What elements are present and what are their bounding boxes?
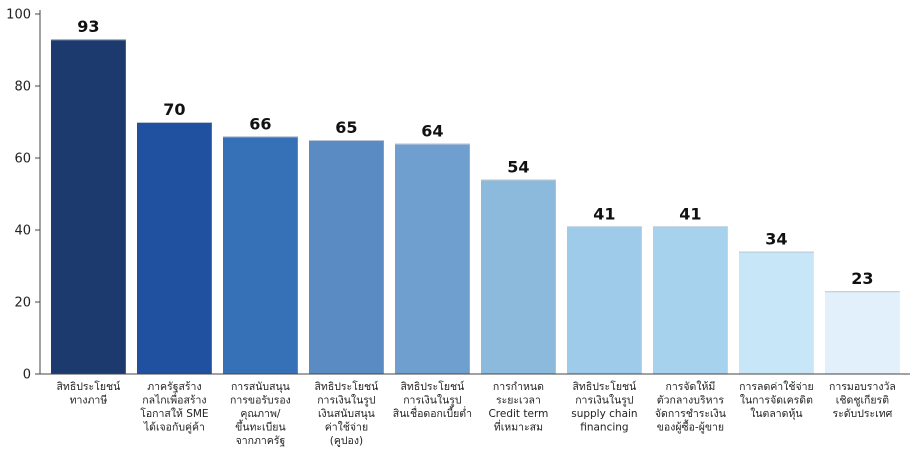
bar (51, 39, 126, 374)
y-axis: 0 20 40 60 80 100 (6, 8, 41, 383)
category-label: การมอบรางวัลเชิดชูเกียรติระดับประเทศ (829, 381, 896, 420)
data-label: 41 (679, 204, 701, 223)
category-label: การลดค่าใช้จ่ายในการจัดเครดิตในตลาดหุ้น (739, 380, 814, 420)
bar (223, 136, 298, 374)
category-label: การจัดให้มีตัวกลางบริหารจัดการชำระเงินขอ… (655, 380, 726, 434)
y-tick-label: 0 (23, 368, 31, 383)
category-label: สิทธิประโยชน์การเงินในรูป supply chain fin… (571, 380, 637, 434)
bar (567, 226, 642, 374)
data-label: 70 (163, 100, 185, 119)
category-label: การสนับสนุนการขอรับรองคุณภาพ/ขึ้นทะเบียน… (230, 381, 291, 447)
bar-series: 93 70 66 65 64 54 41 41 34 23 (51, 17, 900, 374)
category-label: ภาครัฐสร้างกลไกเพื่อสร้างโอกาสให้ SME ได้… (140, 381, 208, 434)
bar (481, 179, 556, 374)
y-tick-label: 100 (6, 8, 31, 23)
category-label: การกำหนดระยะเวลา Credit term ที่เหมาะสม (488, 381, 548, 434)
data-label: 64 (421, 122, 443, 141)
data-label: 41 (593, 204, 615, 223)
category-label: สิทธิประโยชน์การเงินในรูปเงินสนับสนุนค่า… (315, 380, 379, 447)
category-label: สิทธิประโยชน์ทางภาษี (57, 380, 121, 407)
y-tick-label: 60 (14, 152, 31, 167)
data-label: 23 (851, 269, 873, 288)
x-axis: สิทธิประโยชน์ทางภาษี ภาครัฐสร้างกลไกเพื่อ… (40, 373, 910, 447)
category-label: สิทธิประโยชน์การเงินในรูปสินเชื่อดอกเบี้… (393, 380, 472, 420)
bar (825, 291, 900, 374)
y-tick-label: 80 (14, 80, 31, 95)
bar (309, 140, 384, 374)
bar (395, 143, 470, 374)
data-label: 34 (765, 230, 787, 249)
bar (739, 251, 814, 374)
bar (653, 226, 728, 374)
y-tick-label: 20 (14, 296, 31, 311)
data-label: 66 (249, 114, 271, 133)
y-tick-label: 40 (14, 224, 31, 239)
data-label: 65 (335, 118, 357, 137)
data-label: 54 (507, 158, 529, 177)
data-label: 93 (77, 17, 99, 36)
bar (137, 122, 212, 374)
